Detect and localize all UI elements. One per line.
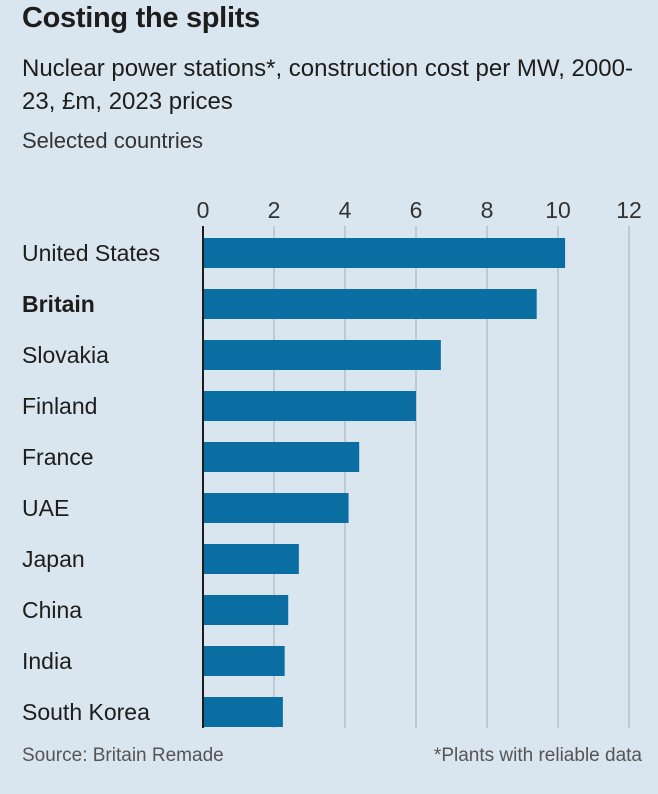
x-tick-label: 12 xyxy=(616,197,642,223)
bar-india xyxy=(203,646,285,676)
x-tick-label: 10 xyxy=(545,197,571,223)
category-label: India xyxy=(22,648,72,674)
bar-slovakia xyxy=(203,340,441,370)
chart-subtitle: Nuclear power stations*, construction co… xyxy=(22,55,633,115)
bar-uae xyxy=(203,493,349,523)
category-label: Finland xyxy=(22,393,97,419)
x-tick-label: 2 xyxy=(268,197,281,223)
category-label: South Korea xyxy=(22,699,150,725)
bar-south-korea xyxy=(203,697,283,727)
category-label: France xyxy=(22,444,94,470)
bar-united-states xyxy=(203,238,566,268)
bar-china xyxy=(203,595,289,625)
x-tick-label: 8 xyxy=(481,197,494,223)
chart-title: Costing the splits xyxy=(22,2,260,34)
bar-japan xyxy=(203,544,299,574)
x-tick-label: 4 xyxy=(339,197,352,223)
bar-finland xyxy=(203,391,416,421)
chart-subtitle-secondary: Selected countries xyxy=(22,128,203,153)
x-tick-label: 0 xyxy=(197,197,210,223)
category-label: UAE xyxy=(22,495,69,521)
category-label: Japan xyxy=(22,546,85,572)
footnote: *Plants with reliable data xyxy=(433,745,642,766)
source-note: Source: Britain Remade xyxy=(22,745,224,766)
category-label: Britain xyxy=(22,291,95,317)
category-label: China xyxy=(22,597,82,623)
category-label: United States xyxy=(22,240,160,266)
category-label: Slovakia xyxy=(22,342,109,368)
x-tick-label: 6 xyxy=(410,197,423,223)
bar-france xyxy=(203,442,360,472)
bar-britain xyxy=(203,289,537,319)
